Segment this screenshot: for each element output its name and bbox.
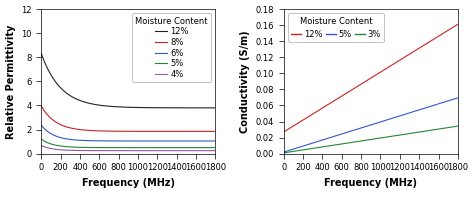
12% [113,106,118,108]
5% [38,138,44,140]
8% [69,127,74,129]
4% [213,150,219,152]
Y-axis label: Conductivity (S/m): Conductivity (S/m) [240,30,250,133]
5% [455,97,461,99]
12% [455,23,461,25]
12% [213,107,219,109]
4% [191,150,196,152]
5% [311,141,317,144]
5% [433,104,438,106]
12% [38,53,44,55]
12% [347,89,353,92]
Line: 12%: 12% [41,54,216,108]
Legend: 12%, 8%, 6%, 5%, 4%: 12%, 8%, 6%, 5%, 4% [132,13,211,82]
6% [209,140,215,142]
Line: 12%: 12% [284,24,458,132]
5% [281,151,287,153]
3% [355,140,361,143]
8% [105,130,111,132]
12% [452,25,457,28]
5% [213,146,219,149]
6% [69,138,74,141]
5% [301,145,306,147]
Legend: 12%, 5%, 3%: 12%, 5%, 3% [288,13,384,42]
8% [213,130,219,133]
6% [113,140,118,142]
6% [191,140,196,142]
8% [191,130,196,133]
3% [433,128,438,131]
5% [58,145,64,147]
4% [58,149,64,151]
Line: 3%: 3% [284,126,458,153]
4% [38,144,44,147]
12% [105,105,111,107]
12% [301,119,306,121]
3% [301,149,306,151]
12% [58,87,64,90]
4% [209,150,215,152]
12% [209,107,215,109]
6% [58,137,64,139]
8% [38,105,44,107]
8% [58,124,64,126]
5% [69,146,74,148]
5% [191,146,196,149]
3% [347,141,353,144]
12% [69,95,74,98]
3% [281,152,287,154]
12% [191,107,196,109]
X-axis label: Frequency (MHz): Frequency (MHz) [82,178,175,188]
5% [355,128,361,130]
5% [452,98,457,100]
6% [213,140,219,142]
6% [38,124,44,127]
4% [113,150,118,152]
12% [281,131,287,133]
4% [105,150,111,152]
5% [105,146,111,149]
5% [113,146,118,149]
12% [433,37,438,39]
4% [69,149,74,151]
5% [347,130,353,132]
5% [209,146,215,149]
Line: 8%: 8% [41,106,216,131]
Line: 5%: 5% [41,139,216,148]
X-axis label: Frequency (MHz): Frequency (MHz) [324,178,417,188]
8% [209,130,215,133]
Line: 5%: 5% [284,98,458,152]
8% [113,130,118,132]
3% [452,125,457,128]
12% [311,112,317,114]
3% [311,147,317,149]
Y-axis label: Relative Permittivity: Relative Permittivity [6,24,16,138]
Line: 4%: 4% [41,146,216,151]
12% [355,85,361,87]
6% [105,140,111,142]
Line: 6%: 6% [41,125,216,141]
3% [455,125,461,127]
